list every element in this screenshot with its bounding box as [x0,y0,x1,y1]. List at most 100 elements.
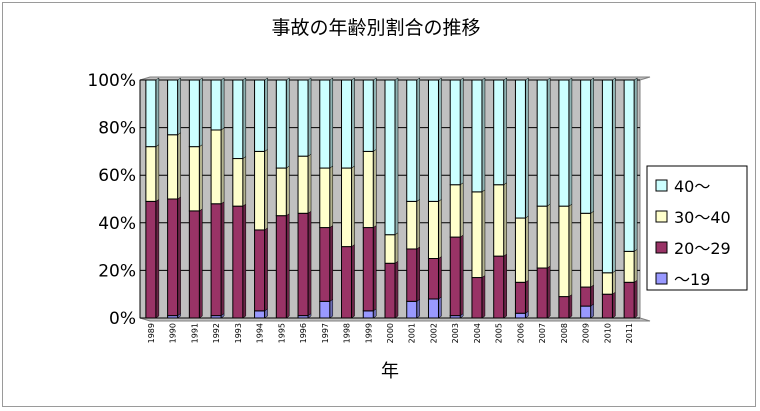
bar-segment [427,200,439,260]
y-tick-label: 100% [87,71,136,91]
x-tick-label: 2006 [516,323,525,343]
legend-label: ～19 [674,270,710,289]
bar-segment [145,146,157,202]
y-tick-label: 20% [98,261,136,281]
bar-segment [601,293,613,319]
plot-area: 0% 20% 40% 60% 80% 100% 1989 1990 1991 1992 1993 19… [87,71,651,343]
legend-label: 30～40 [674,208,731,227]
bar-segment [297,155,309,214]
legend-label: 40～ [674,177,710,196]
bar-segment [254,79,266,152]
bar-segment [254,310,266,319]
bar-segment [580,305,592,319]
bar-segment [319,167,331,229]
bar-segment [341,167,353,248]
bar-segment [558,296,570,319]
bar-segment [623,281,635,319]
x-tick-label: 2001 [408,323,417,343]
bar-segment [362,310,374,319]
x-tick-label: 2004 [473,323,482,343]
x-tick-label: 2009 [582,323,591,343]
bar-segment [406,248,418,302]
bar-segment [232,158,244,207]
bar-segment [167,198,179,317]
y-tick-label: 80% [98,119,136,139]
x-tick-label: 1994 [256,323,265,343]
bar-segment [514,312,526,319]
legend: 40～ 30～40 20～29 ～19 [646,165,748,291]
x-tick-label: 1998 [343,323,352,343]
legend-swatch [655,272,668,285]
x-tick-label: 1991 [190,323,199,343]
bar-segment [427,258,439,300]
bar-segment [210,129,222,205]
bar-segment [558,79,570,207]
bar-segment [536,267,548,319]
bar-segment [275,215,287,319]
x-tick-label: 1993 [234,323,243,343]
bar-segment [319,300,331,319]
bar-segment [362,227,374,312]
x-tick-label: 1997 [321,323,330,343]
bar-segment [384,79,396,236]
bar-segment [427,298,439,319]
bar-segment [188,210,200,319]
y-tick-label: 40% [98,214,136,234]
bar-segment [493,184,505,257]
bar-segment [145,200,157,319]
bar-segment [210,79,222,131]
bar-segment [145,79,157,148]
bar-segment [471,277,483,319]
chart-title: 事故の年齢別割合の推移 [271,17,480,39]
bar-segment [623,79,635,252]
x-tick-label: 1990 [169,323,178,343]
bar-segment [297,212,309,317]
bar-segment [471,191,483,279]
bar-segment [232,79,244,160]
bar-segment [319,227,331,302]
x-axis-label: 年 [381,361,399,382]
x-tick-label: 1989 [147,323,156,343]
legend-label: 20～29 [674,239,731,258]
bar-segment [341,79,353,169]
y-tick-label: 0% [109,309,136,329]
bar-segment [514,217,526,283]
bar-segment [275,167,287,217]
bar-segment [167,79,179,136]
bar-segment [406,200,418,250]
bar-segment [514,79,526,219]
bar-segment [167,134,179,200]
bar-segment [362,79,374,152]
x-tick-label: 2000 [386,323,395,343]
bar-segment [254,150,266,231]
x-tick-label: 2002 [429,323,438,343]
x-tick-label: 2010 [603,323,612,343]
bar-segment [406,300,418,319]
bar-segment [471,79,483,193]
bar-segment [297,79,309,157]
bar-segment [275,79,287,169]
bar-segment [558,205,570,298]
bar-segment [427,79,439,202]
bar-segment [319,79,331,169]
bar-segment [449,184,461,238]
bar-segment [493,79,505,186]
bar-segment [601,79,613,274]
bar-segment [384,234,396,264]
x-tick-label: 1995 [277,323,286,343]
bar-segment [580,79,592,214]
bar-segment [362,150,374,229]
legend-swatch [655,241,668,254]
x-tick-label: 2005 [495,323,504,343]
bar-segment [254,229,266,312]
bar-segment [601,272,613,295]
bar-segment [384,262,396,319]
legend-swatch [655,179,668,192]
bar-segment [493,255,505,319]
bar-segment [449,236,461,317]
bar-segment [580,212,592,288]
y-tick-label: 60% [98,166,136,186]
bar-segment [341,246,353,319]
bar-segment [406,79,418,202]
